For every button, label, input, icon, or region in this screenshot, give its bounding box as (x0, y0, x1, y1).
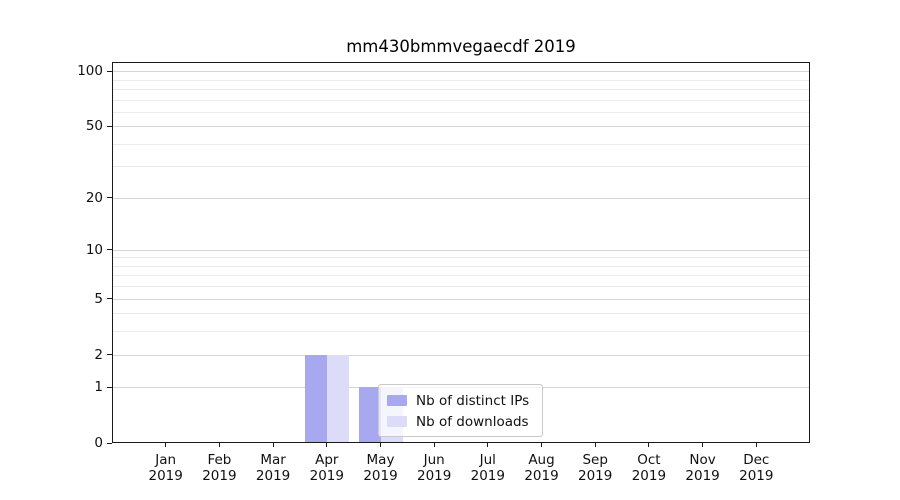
x-tick-label-month: Jun (423, 452, 445, 468)
x-tick-label-year: 2019 (578, 468, 613, 484)
bar-may-series0 (358, 387, 381, 443)
x-tick-oct (648, 443, 650, 447)
x-tick-label-year: 2019 (309, 468, 344, 484)
y-tick-label-10: 10 (85, 241, 103, 258)
y-tick-5 (107, 298, 112, 300)
major-gridline (112, 71, 810, 72)
x-tick-aug (541, 443, 542, 447)
y-tick-100 (107, 70, 112, 72)
bar-apr-series1 (326, 354, 349, 443)
x-tick-label-month: Apr (315, 452, 339, 468)
x-tick-label-year: 2019 (417, 468, 452, 484)
minor-gridline (112, 286, 810, 288)
major-gridline (112, 298, 810, 300)
major-gridline (112, 249, 810, 251)
x-tick-dec (755, 443, 757, 447)
y-tick-label-5: 5 (94, 290, 103, 307)
x-tick-label-sep: Sep 2019 (565, 452, 625, 484)
x-tick-label-month: Aug (528, 452, 555, 468)
x-tick-label-aug: Aug 2019 (512, 452, 572, 484)
x-tick-label-year: 2019 (524, 468, 559, 484)
minor-gridline (112, 313, 810, 315)
x-tick-may (380, 443, 381, 447)
x-tick-label-month: Nov (689, 452, 716, 468)
minor-gridline (112, 143, 810, 145)
chart-title: mm430bmmvegaecdf 2019 (346, 37, 576, 56)
x-tick-label-year: 2019 (202, 468, 237, 484)
x-tick-label-month: Sep (582, 452, 608, 468)
x-tick-label-feb: Feb 2019 (189, 452, 249, 484)
x-tick-label-may: May 2019 (351, 452, 411, 484)
minor-gridline (112, 79, 810, 81)
x-tick-label-jun: Jun 2019 (404, 452, 464, 484)
x-tick-label-month: Dec (743, 452, 770, 468)
legend-row-series0: Nb of distinct IPs (387, 390, 542, 411)
y-tick-label-0: 0 (94, 435, 103, 451)
x-tick-apr (326, 443, 328, 447)
x-tick-label-month: Oct (637, 452, 661, 468)
legend: Nb of distinct IPs Nb of downloads (378, 384, 543, 437)
minor-gridline (112, 99, 810, 101)
x-tick-mar (272, 443, 274, 447)
x-tick-label-year: 2019 (255, 468, 291, 484)
x-tick-label-jan: Jan 2019 (136, 452, 196, 484)
minor-gridline (112, 331, 810, 333)
x-tick-label-jul: Jul 2019 (458, 452, 518, 484)
y-tick-label-2: 2 (94, 346, 103, 363)
minor-gridline (112, 265, 810, 267)
y-tick-1 (107, 386, 112, 388)
x-tick-label-year: 2019 (470, 468, 505, 484)
x-tick-jan (165, 443, 167, 447)
y-tick-10 (107, 249, 112, 251)
major-gridline (112, 126, 810, 128)
legend-swatch-series1 (387, 416, 407, 427)
minor-gridline (112, 111, 810, 113)
x-tick-label-month: Mar (260, 452, 286, 468)
y-tick-label-50: 50 (85, 118, 103, 135)
x-tick-nov (702, 443, 704, 447)
y-tick-2 (107, 354, 112, 355)
x-tick-label-year: 2019 (739, 468, 774, 484)
x-tick-label-month: May (366, 452, 395, 468)
legend-row-series1: Nb of downloads (387, 411, 542, 432)
x-tick-label-mar: Mar 2019 (243, 452, 303, 484)
x-tick-label-dec: Dec 2019 (726, 452, 786, 484)
x-tick-jun (433, 443, 435, 447)
legend-swatch-series0 (387, 395, 407, 406)
x-tick-label-month: Feb (207, 452, 232, 468)
x-tick-label-year: 2019 (685, 468, 720, 484)
x-tick-feb (218, 443, 220, 447)
legend-label-series1: Nb of downloads (416, 413, 529, 430)
major-gridline (112, 197, 810, 199)
y-tick-20 (107, 197, 112, 199)
bar-apr-series0 (304, 354, 327, 443)
x-tick-jul (487, 443, 489, 447)
legend-label-series0: Nb of distinct IPs (416, 392, 530, 409)
y-tick-label-100: 100 (77, 63, 103, 79)
y-tick-0 (107, 442, 112, 444)
x-tick-label-month: Jan (155, 452, 177, 468)
x-tick-label-year: 2019 (363, 468, 398, 484)
y-tick-label-1: 1 (94, 379, 103, 396)
major-gridline (112, 354, 810, 356)
minor-gridline (112, 88, 810, 90)
minor-gridline (112, 257, 810, 259)
x-tick-label-year: 2019 (148, 468, 183, 484)
minor-gridline (112, 166, 810, 168)
x-tick-label-apr: Apr 2019 (297, 452, 357, 484)
x-tick-label-month: Jul (479, 452, 496, 468)
x-tick-label-oct: Oct 2019 (619, 452, 679, 484)
y-tick-50 (107, 125, 112, 127)
minor-gridline (112, 275, 810, 277)
x-tick-label-year: 2019 (631, 468, 667, 484)
x-tick-label-nov: Nov 2019 (673, 452, 733, 484)
x-tick-sep (594, 443, 596, 447)
y-tick-label-20: 20 (85, 189, 103, 206)
